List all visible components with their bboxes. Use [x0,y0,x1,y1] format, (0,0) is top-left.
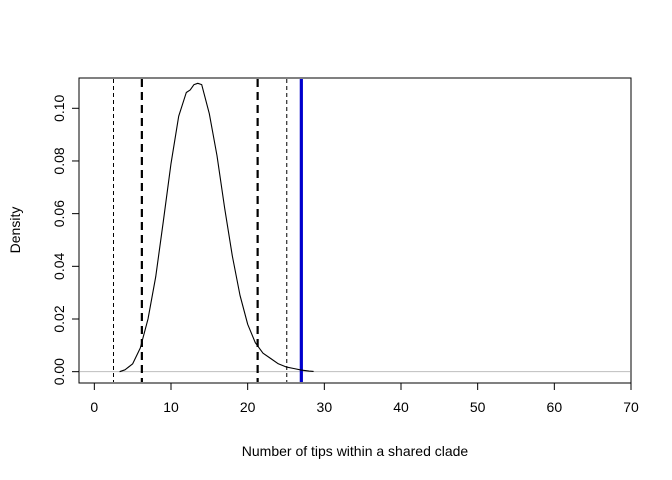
x-tick-label: 50 [470,399,486,415]
y-tick-label: 0.08 [51,147,67,174]
x-tick-label: 40 [393,399,409,415]
y-axis: 0.00 0.02 0.04 0.06 0.08 0.10 [51,94,80,385]
x-axis-title: Number of tips within a shared clade [242,443,469,459]
x-tick-label: 10 [163,399,179,415]
y-tick-label: 0.02 [51,305,67,332]
y-axis-title: Density [7,207,23,254]
density-curve-1 [119,82,314,373]
x-axis: 0 10 20 30 40 50 60 70 [90,382,639,415]
x-tick-label: 60 [547,399,563,415]
plot-marks [80,79,630,382]
x-tick-label: 0 [90,399,98,415]
y-tick-label: 0.00 [51,358,67,385]
y-tick-label: 0.10 [51,94,67,121]
x-tick-label: 30 [317,399,333,415]
y-tick-label: 0.06 [51,200,67,227]
x-tick-label: 20 [240,399,256,415]
x-tick-label: 70 [623,399,639,415]
y-tick-label: 0.04 [51,252,67,279]
